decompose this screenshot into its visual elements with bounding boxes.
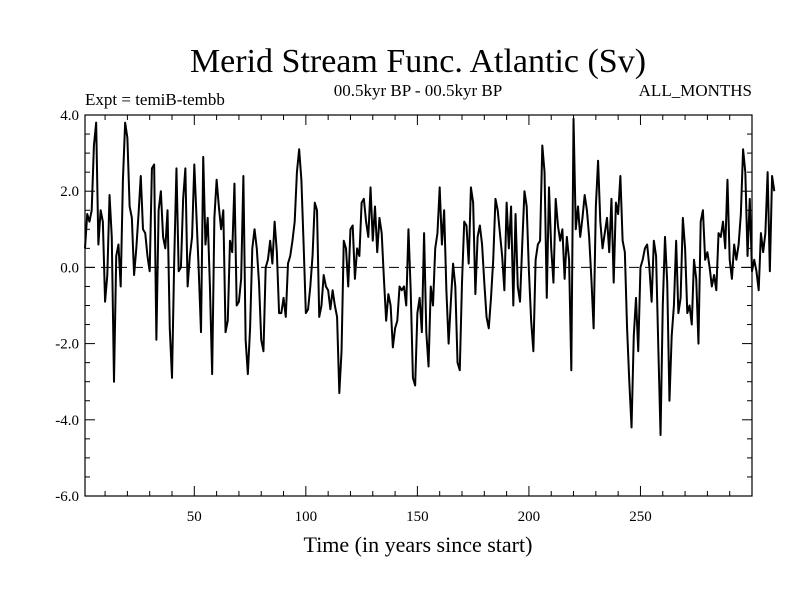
months-label: ALL_MONTHS bbox=[639, 81, 752, 100]
y-tick-label: -4.0 bbox=[55, 413, 79, 429]
period-label: 00.5kyr BP - 00.5kyr BP bbox=[334, 81, 502, 100]
series-group bbox=[84, 117, 776, 437]
y-tick-label: 0.0 bbox=[60, 260, 79, 276]
y-tick-label: -6.0 bbox=[55, 489, 79, 505]
y-tick-label: 2.0 bbox=[60, 184, 79, 200]
y-tick-label: -2.0 bbox=[55, 337, 79, 353]
x-tick-label: 100 bbox=[295, 509, 318, 525]
x-axis-label: Time (in years since start) bbox=[304, 532, 533, 557]
y-tick-label: 4.0 bbox=[60, 108, 79, 124]
series-line bbox=[84, 117, 776, 437]
x-tick-label: 50 bbox=[187, 509, 202, 525]
x-tick-label: 200 bbox=[518, 509, 541, 525]
chart-title: Merid Stream Func. Atlantic (Sv) bbox=[190, 43, 646, 80]
x-tick-label: 250 bbox=[629, 509, 652, 525]
x-tick-label: 150 bbox=[406, 509, 429, 525]
experiment-label: Expt = temiB-tembb bbox=[85, 90, 225, 109]
ticks-group: -6.0 -4.0 -2.0 0.0 2.0 4.0 50 100 150 200 250 bbox=[55, 108, 752, 525]
